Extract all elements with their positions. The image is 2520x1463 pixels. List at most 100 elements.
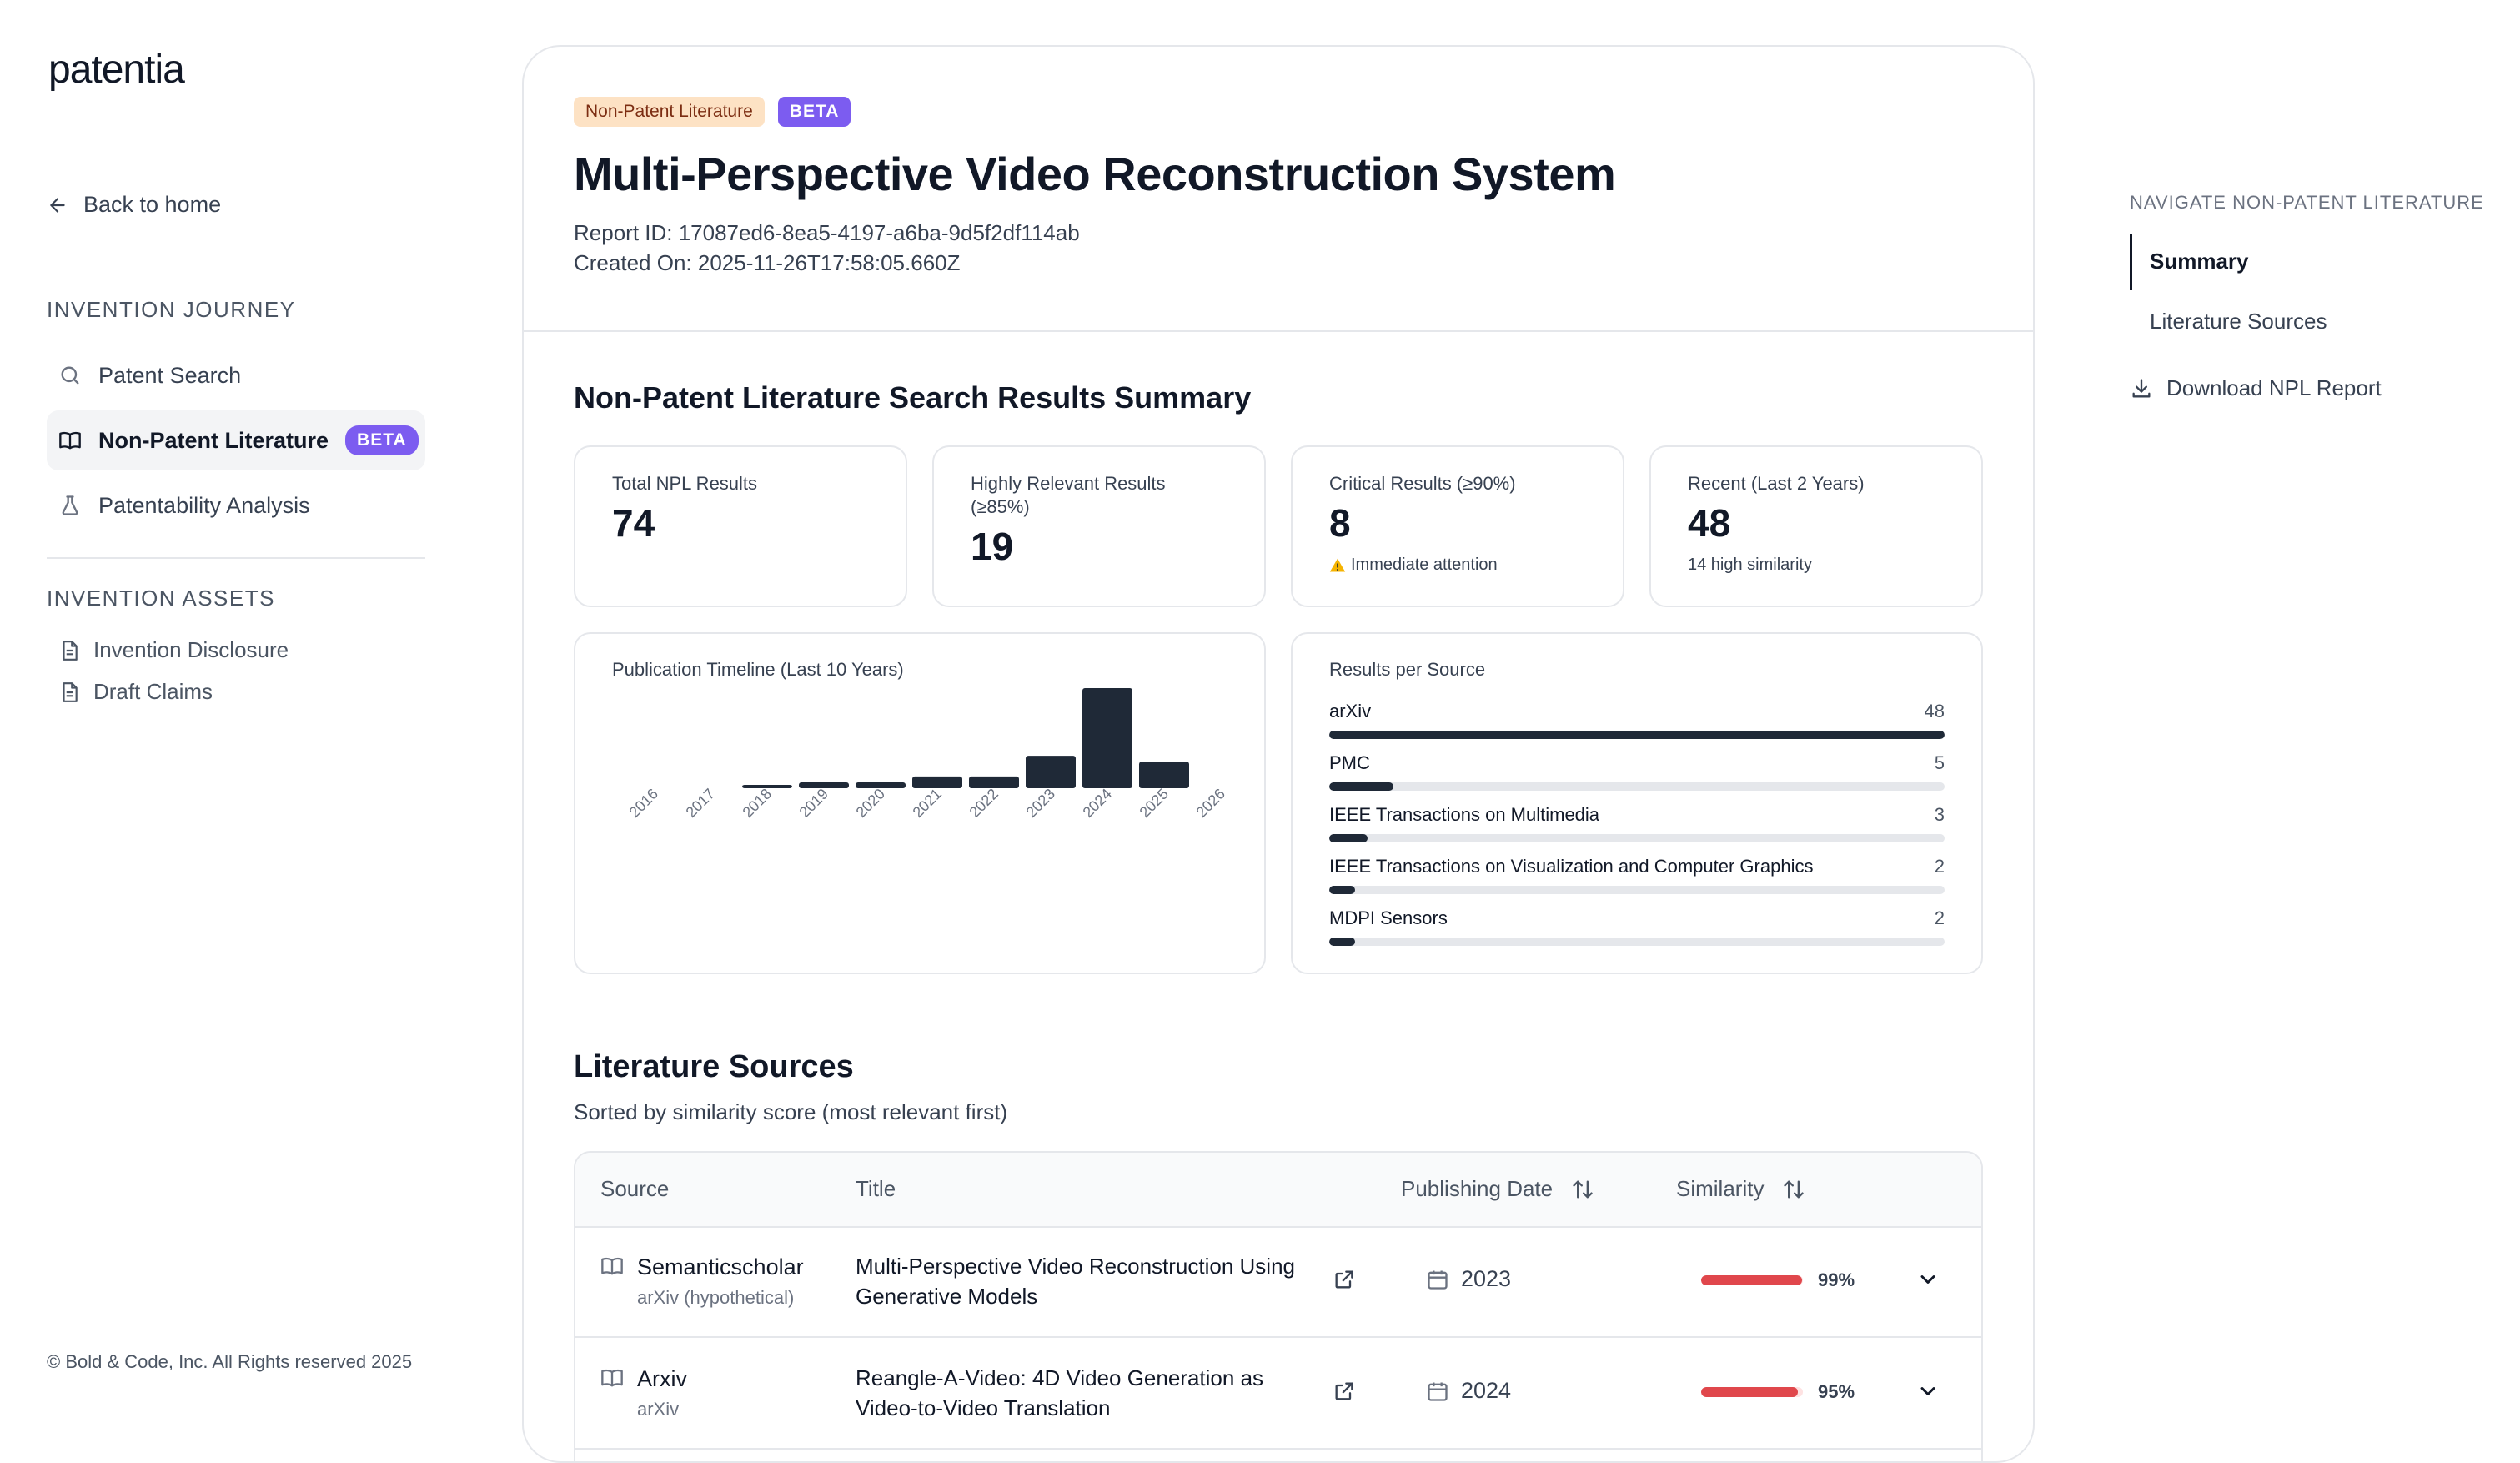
- sort-icon[interactable]: [1571, 1178, 1594, 1201]
- timeline-tick-label: 2021: [910, 786, 945, 821]
- external-link-icon[interactable]: [1333, 1268, 1356, 1291]
- timeline-tick-label: 2025: [1137, 786, 1172, 821]
- warning-icon: [1329, 557, 1346, 574]
- source-cell: Semanticscholar arXiv (hypothetical): [600, 1254, 804, 1309]
- sidebar-item-invention-disclosure[interactable]: Invention Disclosure: [58, 637, 289, 663]
- literature-table: Source Title Publishing Date Similarity: [574, 1151, 1983, 1461]
- sidebar-item-patent-search[interactable]: Patent Search: [47, 345, 425, 405]
- sort-icon[interactable]: [1782, 1178, 1805, 1201]
- literature-subtitle: Sorted by similarity score (most relevan…: [574, 1099, 1008, 1124]
- column-header-title: Title: [856, 1176, 896, 1201]
- timeline-bar-2022[interactable]: [969, 776, 1019, 788]
- document-icon: [58, 681, 80, 704]
- timeline-bar-2019[interactable]: [799, 782, 849, 788]
- timeline-bar-2018[interactable]: [742, 785, 792, 788]
- column-header-date-label: Publishing Date: [1401, 1176, 1554, 1201]
- source-sub: arXiv: [637, 1399, 680, 1420]
- chevron-down-icon[interactable]: [1916, 1380, 1940, 1403]
- calendar-icon: [1426, 1380, 1449, 1403]
- summary-title: Non-Patent Literature Search Results Sum…: [574, 380, 1252, 415]
- sidebar-item-non-patent-literature[interactable]: Non-Patent Literature BETA: [47, 410, 425, 470]
- column-header-similarity[interactable]: Similarity: [1676, 1176, 1805, 1202]
- timeline-tick-label: 2023: [1023, 786, 1058, 821]
- active-indicator: [2130, 234, 2132, 290]
- source-bar-header: MDPI Sensors 2: [1329, 907, 1945, 929]
- timeline-bar-2024[interactable]: [1082, 688, 1132, 788]
- timeline-tick-label: 2024: [1080, 786, 1115, 821]
- timeline-tick-label: 2026: [1193, 786, 1228, 821]
- book-icon: [600, 1254, 624, 1309]
- stat-label: Recent (Last 2 Years): [1688, 473, 1865, 494]
- source-bar-fill: [1329, 834, 1368, 842]
- source-bar-fill: [1329, 886, 1355, 894]
- stat-label: Total NPL Results: [612, 473, 758, 494]
- timeline-tick-label: 2022: [966, 786, 1001, 821]
- timeline-tick-label: 2017: [683, 786, 718, 821]
- timeline-chart: 2016 2017 2018 2019 2020 2021 2022 2023 2024 2025…: [626, 688, 1228, 821]
- asset-label: Invention Disclosure: [93, 637, 289, 662]
- sidebar: patentia Back to home INVENTION JOURNEY …: [0, 0, 467, 1425]
- timeline-bar-2021[interactable]: [912, 776, 962, 788]
- date-value: 2023: [1461, 1266, 1512, 1291]
- column-header-date[interactable]: Publishing Date: [1401, 1176, 1594, 1202]
- external-link-icon[interactable]: [1333, 1380, 1356, 1403]
- date-cell: 2024: [1426, 1378, 1511, 1404]
- timeline-tick-label: 2018: [740, 786, 775, 821]
- similarity-fill: [1701, 1387, 1798, 1397]
- source-bar-row: PMC 5: [1329, 752, 1945, 791]
- arrow-left-icon: [47, 194, 68, 216]
- sidebar-item-label: Patentability Analysis: [98, 492, 310, 518]
- search-icon: [58, 364, 82, 387]
- sources-panel: Results per Source arXiv 48 PMC 5 IEEE Trans…: [1291, 632, 1983, 974]
- table-row[interactable]: Arxiv arXiv Reangle-A-Video: 4D Video Ge…: [575, 1338, 1981, 1450]
- beta-badge: BETA: [777, 97, 851, 127]
- copyright-footer: © Bold & Code, Inc. All Rights reserved …: [47, 1351, 413, 1372]
- source-bar-count: 2: [1934, 856, 1945, 877]
- source-name: Semanticscholar: [637, 1254, 804, 1279]
- source-sub: arXiv (hypothetical): [637, 1287, 795, 1308]
- stat-value: 19: [971, 525, 1014, 568]
- stat-value: 48: [1688, 501, 1731, 545]
- created-on: Created On: 2025-11-26T17:58:05.660Z: [574, 250, 961, 275]
- report-id: Report ID: 17087ed6-8ea5-4197-a6ba-9d5f2…: [574, 220, 1080, 245]
- table-row[interactable]: Semanticscholar arXiv (hypothetical) Mul…: [575, 1226, 1981, 1338]
- source-bar-fill: [1329, 938, 1355, 946]
- source-bar-row: IEEE Transactions on Multimedia 3: [1329, 804, 1945, 842]
- stat-card-highly-relevant: Highly Relevant Results (≥85%) 19: [932, 445, 1266, 607]
- title-cell: Reangle-A-Video: 4D Video Generation as …: [856, 1365, 1264, 1420]
- invention-journey-label: INVENTION JOURNEY: [47, 297, 296, 322]
- nav-link-summary[interactable]: Summary: [2150, 249, 2249, 274]
- timeline-bar-2025[interactable]: [1139, 762, 1189, 788]
- chevron-down-icon[interactable]: [1916, 1268, 1940, 1291]
- source-bar-header: arXiv 48: [1329, 701, 1945, 722]
- stat-value: 74: [612, 501, 655, 545]
- source-bar-header: PMC 5: [1329, 752, 1945, 774]
- download-npl-report-button[interactable]: Download NPL Report: [2130, 375, 2382, 401]
- sidebar-item-draft-claims[interactable]: Draft Claims: [58, 679, 213, 705]
- column-header-source: Source: [600, 1176, 670, 1201]
- source-bar-count: 3: [1934, 804, 1945, 825]
- back-to-home-label: Back to home: [83, 192, 222, 217]
- sidebar-item-patentability-analysis[interactable]: Patentability Analysis: [47, 475, 425, 535]
- book-icon: [58, 429, 82, 452]
- beta-badge: BETA: [345, 425, 419, 455]
- flask-icon: [58, 494, 82, 517]
- source-bar-track: [1329, 886, 1945, 894]
- source-name: Arxiv: [637, 1366, 687, 1391]
- timeline-tick-label: 2016: [626, 786, 661, 821]
- sidebar-divider: [47, 557, 425, 559]
- source-bar-header: IEEE Transactions on Visualization and C…: [1329, 856, 1945, 877]
- stat-note: 14 high similarity: [1688, 556, 1812, 574]
- nav-link-literature-sources[interactable]: Literature Sources: [2150, 309, 2327, 334]
- stat-card-critical: Critical Results (≥90%) 8 Immediate atte…: [1291, 445, 1624, 607]
- stat-label: Highly Relevant Results (≥85%): [971, 473, 1166, 517]
- timeline-bar-2020[interactable]: [856, 782, 906, 788]
- timeline-bar-2023[interactable]: [1026, 756, 1076, 788]
- source-bar-label: IEEE Transactions on Multimedia: [1329, 804, 1600, 825]
- back-to-home-link[interactable]: Back to home: [47, 192, 221, 218]
- source-bar-label: IEEE Transactions on Visualization and C…: [1329, 856, 1814, 877]
- logo[interactable]: patentia: [48, 48, 185, 92]
- stat-value: 8: [1329, 501, 1351, 545]
- similarity-cell: 99%: [1701, 1269, 1855, 1291]
- page-title: Multi-Perspective Video Reconstruction S…: [574, 148, 1616, 200]
